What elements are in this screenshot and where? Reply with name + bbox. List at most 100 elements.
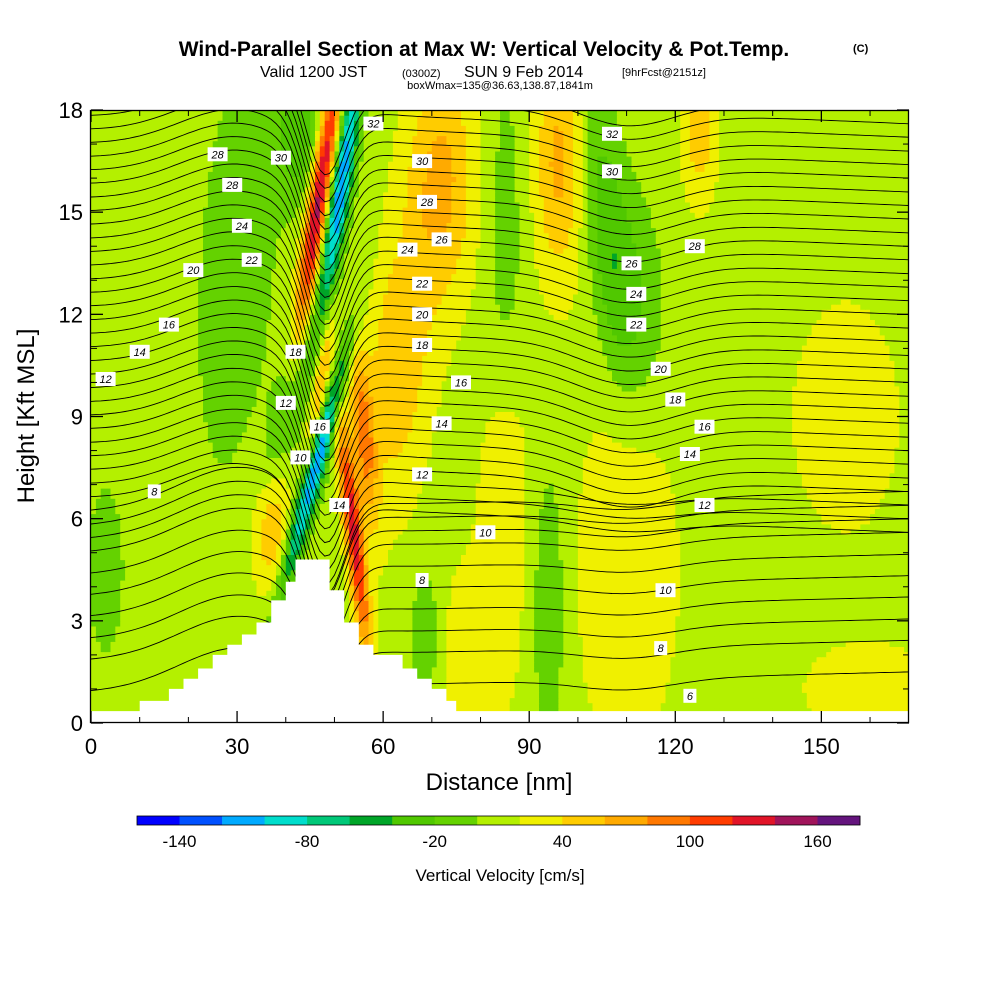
w-cell [495,616,501,622]
w-cell [398,641,404,647]
w-cell [208,606,214,612]
w-cell [383,570,389,576]
w-cell [817,652,823,658]
w-cell [875,662,881,668]
w-cell [719,662,725,668]
w-cell [568,575,574,581]
w-cell [812,652,818,658]
w-cell [812,698,818,704]
w-cell [558,636,564,642]
w-cell [120,662,126,668]
w-cell [364,606,370,612]
w-cell [763,677,769,683]
w-cell [632,672,638,678]
w-cell [140,631,146,637]
w-cell [446,641,452,647]
w-cell [456,631,462,637]
w-cell [91,646,97,652]
w-cell [481,621,487,627]
w-cell [451,687,457,693]
w-cell [680,677,686,683]
w-cell [797,616,803,622]
w-cell [729,662,735,668]
w-cell [690,616,696,622]
w-cell [466,585,472,591]
w-cell [451,631,457,637]
w-cell [597,616,603,622]
w-cell [817,606,823,612]
w-cell [744,687,750,693]
w-cell [583,657,589,663]
w-cell [96,575,102,581]
w-cell [554,667,560,673]
w-cell [773,575,779,581]
w-cell [276,575,282,581]
w-cell [627,616,633,622]
w-cell [130,667,136,673]
w-cell [115,616,121,622]
w-cell [787,585,793,591]
w-cell [899,652,905,658]
w-cell [154,662,160,668]
w-cell [700,636,706,642]
w-cell [812,611,818,617]
w-cell [96,646,102,652]
w-cell [831,580,837,586]
w-cell [714,692,720,698]
w-cell [91,595,97,601]
w-cell [432,646,438,652]
w-cell [529,595,535,601]
w-cell [120,590,126,596]
w-cell [481,600,487,606]
w-cell [412,646,418,652]
w-cell [554,590,560,596]
w-cell [646,703,652,709]
w-cell [714,652,720,658]
w-cell [841,636,847,642]
w-cell [130,575,136,581]
w-cell [373,641,379,647]
w-cell [403,646,409,652]
w-cell [558,698,564,704]
w-cell [164,662,170,668]
w-cell [787,682,793,688]
w-cell [617,595,623,601]
w-cell [495,590,501,596]
w-cell [763,672,769,678]
w-cell [593,698,599,704]
chart-title: Wind-Parallel Section at Max W: Vertical… [179,38,790,61]
w-cell [510,595,516,601]
w-cell [203,611,209,617]
w-cell [860,585,866,591]
w-cell [140,611,146,617]
w-cell [744,703,750,709]
w-cell [719,585,725,591]
w-cell [120,636,126,642]
w-cell [714,672,720,678]
w-cell [135,595,141,601]
w-cell [670,687,676,693]
w-cell [529,631,535,637]
w-cell [875,616,881,622]
w-cell [602,626,608,632]
w-cell [145,692,151,698]
w-cell [437,575,443,581]
w-cell [802,662,808,668]
w-cell [768,692,774,698]
w-cell [641,667,647,673]
w-cell [159,662,165,668]
w-cell [417,646,423,652]
w-cell [636,652,642,658]
w-cell [573,636,579,642]
w-cell [607,621,613,627]
w-cell [855,662,861,668]
w-cell [529,687,535,693]
w-cell [690,652,696,658]
w-cell [831,682,837,688]
w-cell [641,636,647,642]
w-cell [622,652,628,658]
w-cell [875,682,881,688]
w-cell [778,657,784,663]
w-cell [826,657,832,663]
w-cell [403,580,409,586]
